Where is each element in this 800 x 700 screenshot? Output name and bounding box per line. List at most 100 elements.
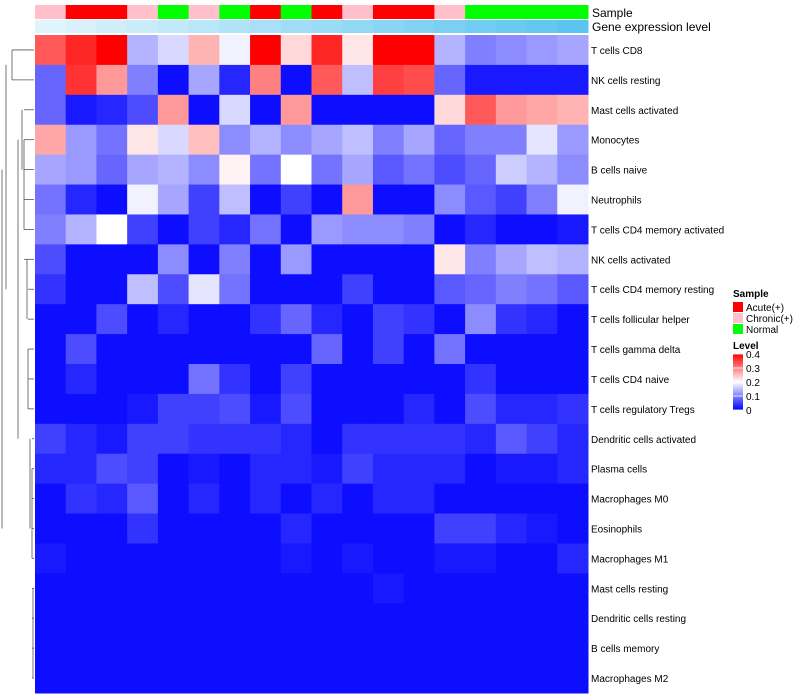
- heatmap-cell: [250, 393, 282, 425]
- heatmap-cell: [219, 573, 251, 604]
- heatmap-cell: [250, 573, 282, 604]
- heatmap-cell: [434, 304, 466, 335]
- heatmap-cell: [372, 334, 405, 365]
- heatmap-cell: [157, 64, 190, 96]
- heatmap-cell: [250, 543, 282, 574]
- heatmap-cell: [557, 573, 589, 604]
- heatmap-cell: [372, 663, 405, 694]
- heatmap-cell: [372, 453, 405, 485]
- heatmap-cell: [157, 633, 190, 664]
- heatmap-cell: [219, 423, 251, 455]
- level-tick-label: 0.3: [746, 364, 760, 375]
- heatmap-cell: [280, 94, 312, 126]
- heatmap-cell: [342, 453, 374, 485]
- heatmap-cell: [311, 274, 343, 305]
- heatmap-cell: [65, 35, 97, 66]
- heatmap-cell: [157, 304, 190, 335]
- heatmap-cell: [372, 35, 405, 66]
- heatmap-cell: [526, 364, 558, 395]
- heatmap-cell: [465, 633, 497, 664]
- heatmap-cell: [557, 364, 589, 395]
- heatmap-cell: [372, 513, 405, 544]
- heatmap-cell: [434, 633, 466, 664]
- heatmap-cell: [65, 94, 97, 126]
- heatmap-cell: [434, 334, 466, 365]
- heatmap-cells: [35, 35, 589, 694]
- heatmap-cell: [35, 154, 67, 186]
- heatmap-cell: [526, 483, 558, 515]
- heatmap-cell: [403, 543, 435, 574]
- heatmap-cell: [557, 94, 589, 126]
- heatmap-cell: [250, 423, 282, 455]
- heatmap-cell: [403, 483, 435, 515]
- heatmap-cell: [96, 573, 128, 604]
- row-label: B cells memory: [591, 644, 659, 655]
- heatmap-cell: [342, 124, 374, 156]
- heatmap-cell: [465, 124, 497, 156]
- heatmap-cell: [188, 513, 220, 544]
- heatmap-cell: [280, 603, 312, 634]
- heatmap-cell: [280, 663, 312, 694]
- heatmap-cell: [434, 364, 466, 395]
- heatmap-cell: [35, 334, 67, 365]
- heatmap-cell: [157, 453, 190, 485]
- expression-annotation-cell: [65, 20, 97, 33]
- heatmap-cell: [280, 214, 312, 245]
- heatmap-cell: [557, 274, 589, 305]
- heatmap-cell: [465, 543, 497, 574]
- heatmap-cell: [219, 513, 251, 544]
- heatmap-cell: [96, 453, 128, 485]
- heatmap-cell: [280, 364, 312, 395]
- heatmap-cell: [495, 94, 528, 126]
- heatmap-cell: [250, 124, 282, 156]
- heatmap-cell: [465, 304, 497, 335]
- expression-annotation-cell: [35, 20, 67, 33]
- heatmap-cell: [157, 573, 190, 604]
- sample-annotation-cell: [280, 5, 312, 19]
- heatmap-cell: [434, 94, 466, 126]
- heatmap-cell: [495, 483, 528, 515]
- heatmap-cell: [35, 513, 67, 544]
- sample-legend-swatch: [733, 324, 743, 334]
- heatmap-cell: [526, 304, 558, 335]
- heatmap-cell: [557, 214, 589, 245]
- heatmap-cell: [495, 64, 528, 96]
- row-label: NK cells activated: [591, 255, 670, 266]
- heatmap-cell: [65, 633, 97, 664]
- sample-annotation-cell: [127, 5, 159, 19]
- expression-annotation-cell: [342, 20, 374, 33]
- heatmap-cell: [35, 573, 67, 604]
- sample-legend-label: Acute(+): [746, 303, 784, 314]
- heatmap-cell: [465, 663, 497, 694]
- heatmap-cell: [188, 573, 220, 604]
- heatmap-cell: [557, 124, 589, 156]
- heatmap-cell: [219, 483, 251, 515]
- heatmap-cell: [495, 633, 528, 664]
- heatmap-cell: [372, 573, 405, 604]
- heatmap-cell: [495, 274, 528, 305]
- level-tick-label: 0.2: [746, 378, 760, 389]
- heatmap-cell: [372, 633, 405, 664]
- heatmap-cell: [403, 244, 435, 275]
- heatmap-cell: [495, 304, 528, 335]
- heatmap-cell: [65, 274, 97, 305]
- heatmap-cell: [219, 124, 251, 156]
- heatmap-cell: [280, 244, 312, 275]
- heatmap-cell: [188, 364, 220, 395]
- heatmap-cell: [188, 543, 220, 574]
- heatmap-cell: [35, 633, 67, 664]
- heatmap-cell: [157, 603, 190, 634]
- heatmap-cell: [127, 453, 159, 485]
- row-label: Eosinophils: [591, 525, 642, 536]
- sample-annotation-cell: [495, 5, 528, 19]
- heatmap-cell: [157, 274, 190, 305]
- heatmap-cell: [219, 244, 251, 275]
- heatmap-cell: [250, 304, 282, 335]
- heatmap-cell: [96, 543, 128, 574]
- heatmap-cell: [342, 543, 374, 574]
- heatmap-cell: [403, 603, 435, 634]
- heatmap-cell: [127, 364, 159, 395]
- heatmap-cell: [372, 483, 405, 515]
- heatmap-cell: [96, 214, 128, 245]
- heatmap-cell: [526, 214, 558, 245]
